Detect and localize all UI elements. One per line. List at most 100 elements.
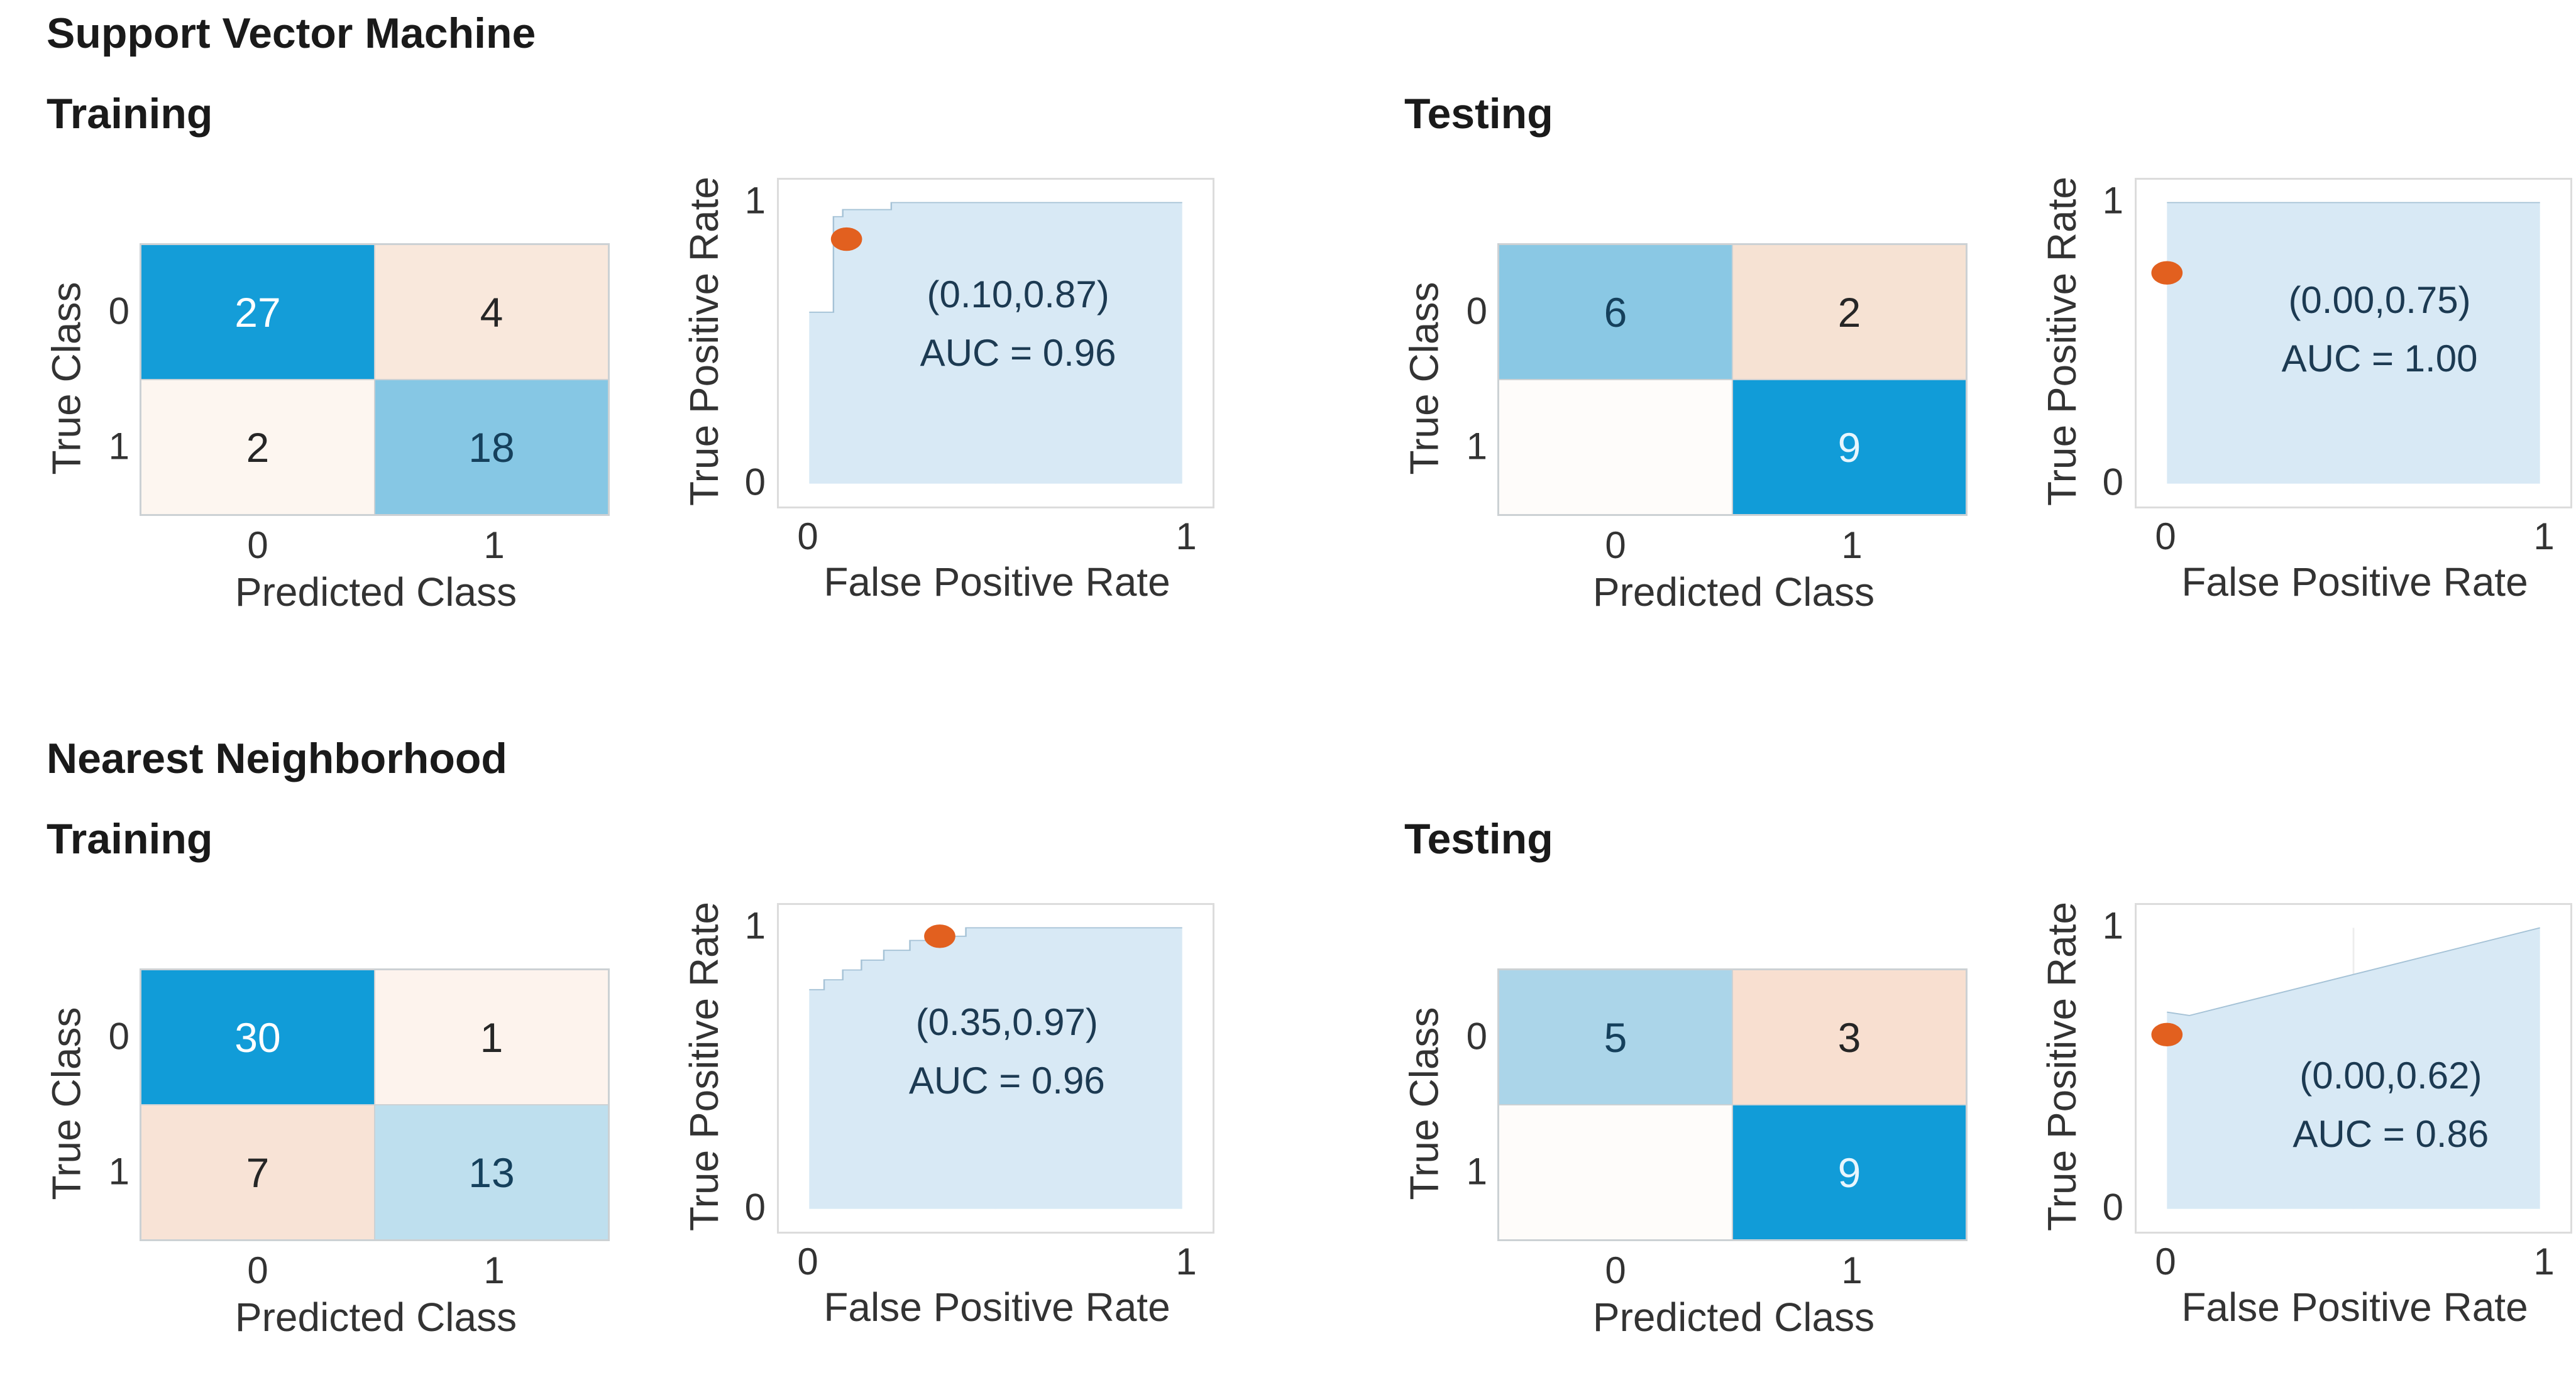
x-ticks: 0 1 <box>777 508 1217 559</box>
matrix-cell: 7 <box>141 1105 375 1240</box>
panel-svm-training: Support Vector Machine Training True Cla… <box>38 9 1270 669</box>
y-tick: 0 <box>2102 461 2123 503</box>
y-tick: 0 <box>108 290 129 332</box>
operating-point-label: (0.10,0.87) <box>927 273 1109 315</box>
roc-axes: (0.35,0.97) AUC = 0.96 <box>777 903 1214 1234</box>
x-tick: 0 <box>2155 515 2176 557</box>
roc-plot: True Positive Rate 1 0 (0.35,0.97) AUC =… <box>675 901 1217 1330</box>
y-axis-label: True Positive Rate <box>2039 176 2084 507</box>
x-axis-label: False Positive Rate <box>823 1285 1170 1330</box>
auc-label: AUC = 0.96 <box>920 331 1116 374</box>
confusion-matrix: True Class 0 1 27 4 2 18 0 1 <box>38 243 612 615</box>
panel-nn-testing: Testing True Class 0 1 5 3 9 0 <box>1395 734 2576 1394</box>
auc-label: AUC = 0.86 <box>2293 1113 2489 1156</box>
y-ticks: 0 1 <box>96 968 140 1239</box>
roc-axes: (0.10,0.87) AUC = 0.96 <box>777 178 1214 508</box>
x-ticks: 0 1 <box>777 1234 1217 1284</box>
phase-title: Training <box>47 815 213 863</box>
matrix-grid: 5 3 9 <box>1497 968 1968 1241</box>
y-axis-label: True Class <box>1402 282 1447 475</box>
algorithm-title: Nearest Neighborhood <box>47 735 507 782</box>
operating-point-label: (0.00,0.75) <box>2288 278 2471 321</box>
x-tick: 1 <box>1175 515 1197 557</box>
phase-title: Training <box>47 90 213 138</box>
matrix-cell: 1 <box>375 970 608 1105</box>
roc-annotation: (0.00,0.75) AUC = 1.00 <box>2282 271 2478 388</box>
y-axis-label: True Positive Rate <box>681 176 727 507</box>
roc-plot: True Positive Rate 1 0 (0.00,0.62) AUC =… <box>2033 901 2575 1330</box>
y-ticks: 0 1 <box>1453 243 1497 513</box>
roc-annotation: (0.10,0.87) AUC = 0.96 <box>920 265 1116 382</box>
matrix-cell: 6 <box>1499 244 1732 380</box>
x-tick: 0 <box>247 1249 268 1291</box>
x-ticks: 0 1 <box>2135 1234 2575 1284</box>
x-axis-label: False Positive Rate <box>2181 559 2528 605</box>
x-tick: 1 <box>1175 1241 1197 1283</box>
matrix-cell: 9 <box>1732 380 1966 515</box>
roc-curve-svg <box>2151 202 2540 484</box>
y-tick: 0 <box>744 1186 766 1229</box>
x-tick: 0 <box>1605 524 1626 566</box>
algorithm-title: Support Vector Machine <box>47 9 536 57</box>
y-tick: 0 <box>744 461 766 503</box>
matrix-cell: 18 <box>375 380 608 515</box>
roc-axes: (0.00,0.75) AUC = 1.00 <box>2135 178 2572 508</box>
y-ticks: 0 1 <box>1453 968 1497 1239</box>
y-tick: 0 <box>108 1015 129 1057</box>
y-tick: 1 <box>2102 179 2123 222</box>
x-ticks: 0 1 <box>1497 1241 1970 1294</box>
y-tick: 1 <box>108 1150 129 1192</box>
matrix-cell: 2 <box>141 380 375 515</box>
y-tick: 1 <box>744 904 766 947</box>
x-tick: 0 <box>1605 1249 1626 1291</box>
y-tick: 1 <box>1466 425 1487 467</box>
panel-content: True Class 0 1 6 2 9 0 1 P <box>1395 169 2575 615</box>
roc-curve-svg <box>809 202 1182 484</box>
y-ticks: 1 0 <box>2091 903 2135 1230</box>
x-axis-label: Predicted Class <box>234 569 517 615</box>
matrix-cell <box>1499 380 1732 515</box>
confusion-matrix: True Class 0 1 30 1 7 13 0 1 <box>38 968 612 1340</box>
matrix-cell: 30 <box>141 970 375 1105</box>
roc-curve-svg <box>809 924 1182 1209</box>
y-ticks: 1 0 <box>733 903 777 1230</box>
x-tick: 1 <box>483 524 505 566</box>
y-axis-label: True Positive Rate <box>2039 901 2084 1232</box>
y-axis-label: True Class <box>44 1007 89 1200</box>
x-axis-label: Predicted Class <box>1592 1295 1875 1340</box>
y-tick: 1 <box>1466 1150 1487 1192</box>
auc-label: AUC = 1.00 <box>2281 337 2478 380</box>
x-ticks: 0 1 <box>1497 516 1970 569</box>
x-axis-label: Predicted Class <box>234 1295 517 1340</box>
roc-plot: True Positive Rate 1 0 (0.10,0.87) AUC =… <box>675 176 1217 605</box>
x-tick: 1 <box>1841 524 1863 566</box>
matrix-grid: 27 4 2 18 <box>140 243 610 516</box>
roc-plot: True Positive Rate 1 0 (0.00,0.75) AUC =… <box>2033 176 2575 605</box>
x-tick: 1 <box>483 1249 505 1291</box>
confusion-matrix: True Class 0 1 5 3 9 0 1 P <box>1395 968 1970 1340</box>
y-tick: 1 <box>2102 904 2123 947</box>
y-axis-label: True Positive Rate <box>681 901 727 1232</box>
matrix-cell: 5 <box>1499 970 1732 1105</box>
confusion-matrix: True Class 0 1 6 2 9 0 1 P <box>1395 243 1970 615</box>
x-tick: 1 <box>1841 1249 1863 1291</box>
x-ticks: 0 1 <box>140 516 612 569</box>
panel-content: True Class 0 1 30 1 7 13 0 1 <box>38 894 1217 1340</box>
y-tick: 1 <box>108 425 129 467</box>
y-ticks: 1 0 <box>2091 178 2135 505</box>
x-tick: 0 <box>797 1241 818 1283</box>
y-tick: 0 <box>1466 1015 1487 1057</box>
matrix-cell: 27 <box>141 244 375 380</box>
matrix-cell: 2 <box>1732 244 1966 380</box>
phase-title: Testing <box>1404 815 1553 863</box>
panel-content: True Class 0 1 5 3 9 0 1 P <box>1395 894 2575 1340</box>
x-ticks: 0 1 <box>140 1241 612 1294</box>
y-ticks: 0 1 <box>96 243 140 513</box>
roc-annotation: (0.00,0.62) AUC = 0.86 <box>2293 1046 2489 1163</box>
panel-nn-training: Nearest Neighborhood Training True Class… <box>38 734 1270 1394</box>
matrix-grid: 30 1 7 13 <box>140 968 610 1241</box>
panel-content: True Class 0 1 27 4 2 18 0 1 <box>38 169 1217 615</box>
auc-label: AUC = 0.96 <box>908 1060 1105 1102</box>
matrix-grid: 6 2 9 <box>1497 243 1968 516</box>
